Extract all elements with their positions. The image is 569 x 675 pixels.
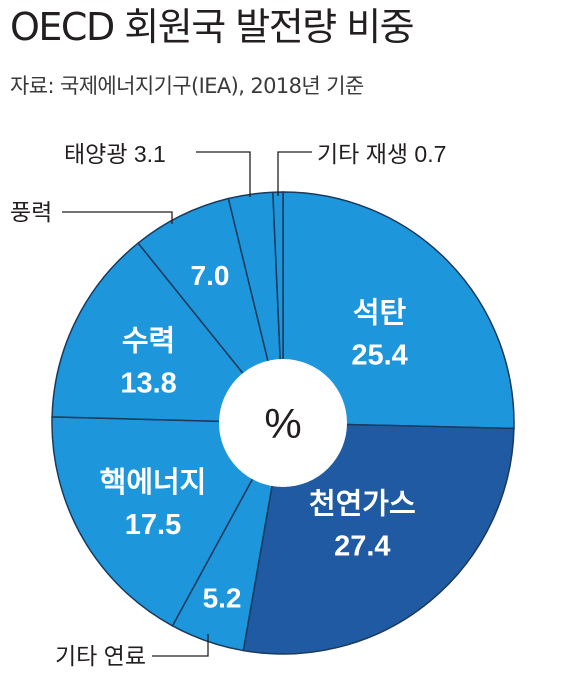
- slice-석탄: [282, 191, 515, 430]
- slice-name-수력: 수력: [122, 324, 175, 357]
- external-label-풍력: 풍력: [10, 199, 52, 225]
- slice-value-핵에너지: 17.5: [125, 509, 181, 541]
- slice-name-석탄: 석탄: [353, 297, 407, 330]
- slice-value-풍력: 7.0: [191, 260, 230, 291]
- slice-수력: [51, 242, 285, 424]
- slice-풍력: [137, 197, 284, 424]
- external-label-태양광: 태양광 3.1: [64, 141, 166, 167]
- slice-천연가스: [242, 422, 515, 655]
- donut-hole: [219, 359, 347, 487]
- leader-line-기타-재생: [277, 151, 312, 196]
- chart-source: 자료: 국제에너지기구(IEA), 2018년 기준: [10, 74, 364, 98]
- slice-name-천연가스: 천연가스: [309, 488, 416, 521]
- leader-line-풍력: [62, 211, 173, 224]
- external-label-기타-재생: 기타 재생 0.7: [317, 141, 446, 167]
- slice-name-핵에너지: 핵에너지: [100, 466, 207, 499]
- slice-value-석탄: 25.4: [351, 340, 407, 372]
- slice-value-기타-연료: 5.2: [203, 583, 242, 614]
- center-unit-label: %: [264, 400, 301, 447]
- external-label-기타-연료: 기타 연료: [55, 643, 146, 669]
- chart-title: OECD 회원국 발전량 비중: [10, 5, 415, 49]
- slice-value-천연가스: 27.4: [334, 531, 390, 563]
- leader-line-기타-연료: [152, 634, 209, 657]
- slice-value-수력: 13.8: [120, 367, 176, 399]
- leader-line-태양광: [196, 151, 251, 197]
- slice-핵에너지: [51, 416, 285, 627]
